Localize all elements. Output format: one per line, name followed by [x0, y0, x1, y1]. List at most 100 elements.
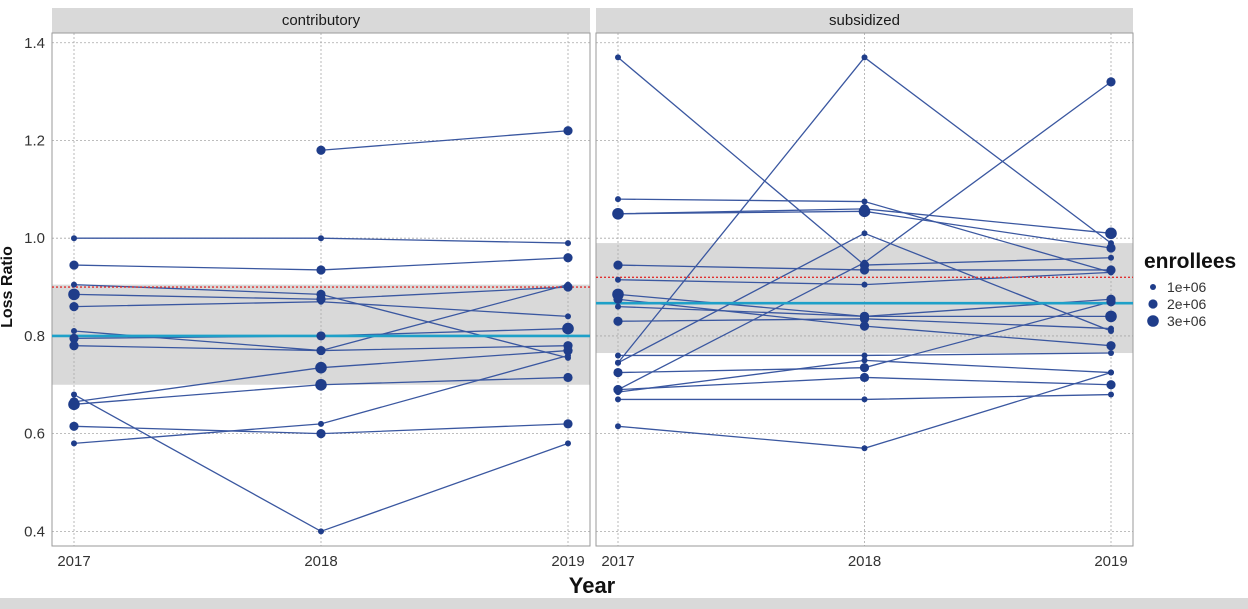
panel-border [595, 32, 1134, 547]
data-point [563, 253, 573, 263]
legend-label: 3e+06 [1167, 313, 1207, 329]
x-tick-label: 2018 [848, 553, 881, 570]
data-point [315, 378, 327, 391]
data-point [613, 209, 623, 219]
y-tick-label: 0.6 [24, 426, 45, 443]
data-point [563, 419, 573, 429]
data-point [861, 259, 868, 266]
data-point [1108, 269, 1114, 276]
x-tick-label: 2019 [551, 553, 584, 570]
data-point [615, 359, 621, 366]
data-point [565, 352, 571, 359]
panel-border [51, 32, 591, 547]
data-point [71, 281, 77, 288]
x-tick-label: 2019 [1094, 553, 1127, 570]
data-point [859, 314, 870, 324]
data-point [859, 204, 870, 214]
bottom-scrollbar-strip [0, 598, 1248, 609]
panel-strip [596, 8, 1133, 33]
data-point [69, 302, 79, 312]
data-point [68, 288, 80, 301]
data-point [318, 528, 324, 535]
data-point [71, 235, 77, 242]
panel-subsidized: subsidized 2017 2018 2019 [595, 8, 1134, 570]
x-tick-label: 2018 [304, 553, 337, 570]
data-point [71, 328, 77, 335]
y-axis-title: Loss Ratio [0, 246, 16, 328]
data-point [69, 260, 79, 270]
data-point [861, 445, 868, 452]
panel-strip-label: contributory [282, 12, 361, 29]
data-point [861, 54, 868, 61]
data-point [859, 372, 870, 383]
x-axis-title: Year [569, 573, 616, 598]
data-point [562, 322, 574, 335]
data-point [1105, 310, 1117, 323]
data-point [1108, 328, 1114, 335]
legend-label: 1e+06 [1167, 279, 1207, 295]
data-point [861, 281, 868, 288]
data-point [1108, 369, 1114, 376]
y-tick-label: 1.4 [24, 35, 45, 52]
panel-contributory: contributory 2017 2018 2019 [51, 8, 591, 570]
data-point [565, 440, 571, 447]
data-point [563, 372, 573, 383]
data-point [71, 440, 77, 447]
data-point [615, 423, 621, 430]
data-point [1106, 243, 1116, 253]
data-point [615, 352, 621, 359]
data-point [316, 429, 326, 439]
y-tick-label: 0.4 [24, 523, 45, 540]
data-point [859, 321, 870, 331]
data-point [861, 357, 868, 364]
panel-strip [52, 8, 590, 33]
legend-title: enrollees [1144, 250, 1236, 273]
data-point [1108, 350, 1114, 357]
data-point [69, 341, 79, 351]
data-point [1106, 380, 1116, 390]
data-point [615, 54, 621, 61]
data-point [69, 421, 79, 431]
legend-key [1148, 299, 1158, 309]
data-point [318, 235, 324, 242]
y-tick-label: 1.2 [24, 132, 45, 149]
data-point [1108, 254, 1114, 261]
data-point [613, 367, 623, 378]
data-point [615, 389, 621, 396]
data-point [613, 260, 623, 270]
data-point [613, 294, 623, 304]
series-line [320, 130, 569, 151]
data-point [68, 398, 80, 411]
data-point [316, 145, 326, 155]
data-point [613, 316, 623, 326]
data-point [1106, 77, 1116, 87]
legend-key [1147, 315, 1159, 327]
data-point [1106, 341, 1116, 351]
data-point [861, 396, 868, 403]
data-point [563, 345, 573, 356]
data-point [318, 420, 324, 427]
x-tick-label: 2017 [57, 553, 90, 570]
data-point [861, 230, 868, 237]
data-point [69, 333, 79, 343]
data-point [1105, 227, 1117, 240]
data-point [315, 361, 327, 374]
data-point [859, 363, 870, 373]
data-point [563, 126, 573, 136]
data-point [318, 298, 324, 305]
data-point [615, 303, 621, 310]
data-point [318, 347, 324, 354]
data-point [861, 352, 868, 359]
y-tick-label: 1.0 [24, 230, 45, 247]
legend-label: 2e+06 [1167, 296, 1207, 312]
data-point [565, 281, 571, 288]
data-point [615, 396, 621, 403]
panel-strip-label: subsidized [829, 12, 900, 29]
legend-key [1150, 284, 1156, 290]
data-point [615, 196, 621, 203]
data-point [565, 240, 571, 247]
x-tick-label: 2017 [601, 553, 634, 570]
y-tick-label: 0.8 [24, 328, 45, 345]
data-point [615, 276, 621, 283]
